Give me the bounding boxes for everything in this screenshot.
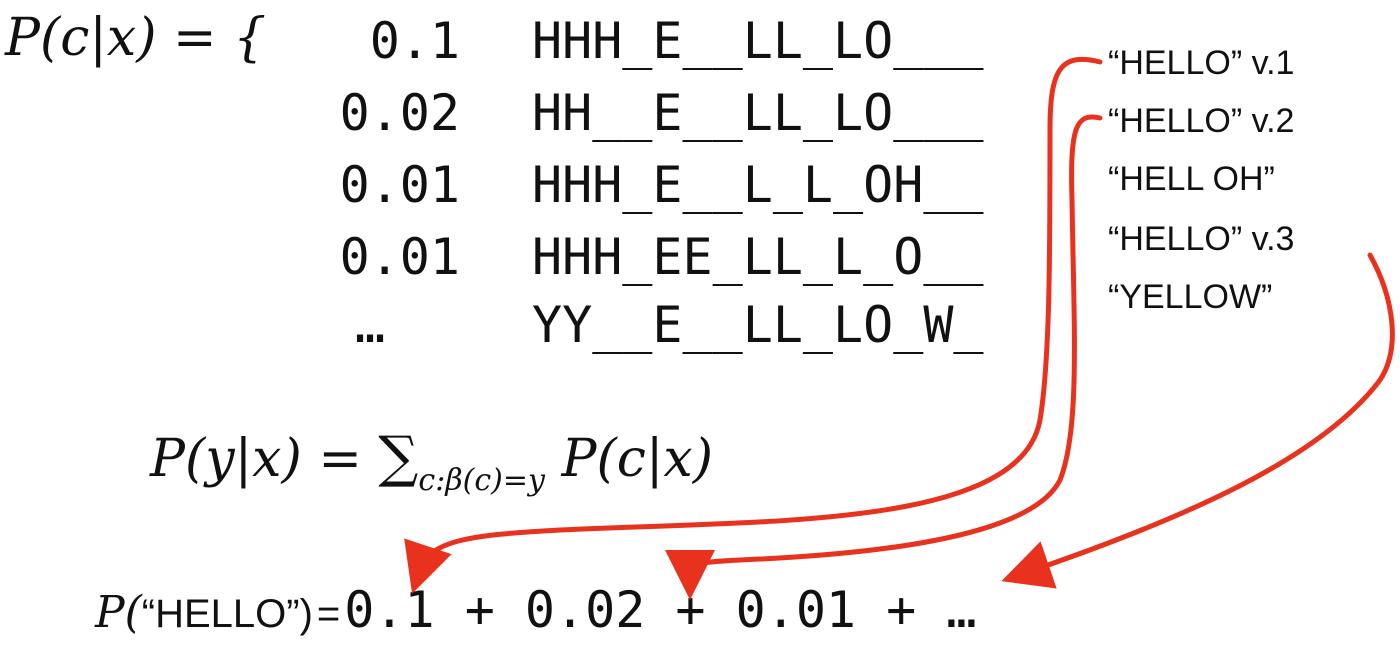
prob-row-2: 0.02 [339,84,460,142]
alignment-row-5: YY__E__LL_LO_W_ [532,296,984,354]
lhs-symbol: P(c|x) = { [5,8,267,68]
arrow-v1-icon [404,56,1103,594]
label-row-4: “HELLO” v.3 [1108,220,1295,258]
label-row-3: “HELL OH” [1108,160,1275,198]
sum-icon: ∑ [378,425,419,490]
marginal-right: P(c|x) [561,429,714,489]
arrow-v2-icon [665,114,1103,600]
marginal-formula: P(y|x) = ∑c:β(c)=y P(c|x) [150,430,713,496]
alignment-row-1: HHH_E__LL_LO___ [532,12,984,70]
label-row-1: “HELLO” v.1 [1108,44,1295,82]
result-equation: P(“HELLO”) = 0.1 + 0.02 + 0.01 + … [95,585,976,635]
lhs-formula: P(c|x) = { [5,12,266,64]
result-equals: = [316,592,341,636]
marginal-subscript: c:β(c)=y [418,463,545,498]
alignment-row-4: HHH_EE_LL_L_O__ [532,228,984,286]
arrow-v3-icon [1001,252,1395,589]
label-row-5: “YELLOW” [1108,278,1273,316]
prob-row-5: … [355,296,386,354]
alignment-row-3: HHH_E__L_L_OH__ [532,156,984,214]
result-word: “HELLO”) [141,592,313,636]
alignment-row-2: HH__E__LL_LO___ [532,84,984,142]
label-row-2: “HELLO” v.2 [1108,102,1295,140]
prob-row-4: 0.01 [339,228,460,286]
result-p: P( [95,587,142,638]
marginal-left: P(y|x) = [150,429,362,489]
prob-row-3: 0.01 [339,156,460,214]
prob-row-1: 0.1 [369,12,460,70]
